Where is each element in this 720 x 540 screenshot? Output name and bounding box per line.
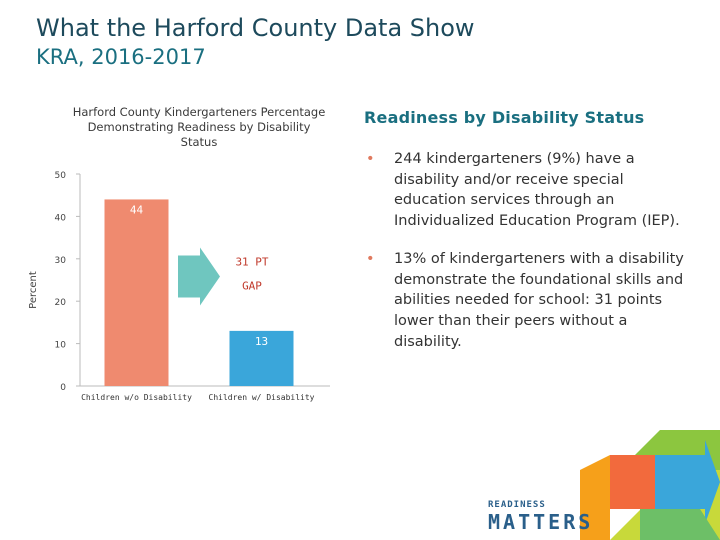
chart-title: Harford County Kindergarteners Percentag… <box>72 105 326 149</box>
chart-bars <box>104 199 294 386</box>
bullet-marker: • <box>366 151 375 167</box>
y-tick-label: 10 <box>55 341 67 351</box>
slide-subtitle: KRA, 2016-2017 <box>36 44 206 69</box>
bullet-item: • 13% of kindergarteners with a disabili… <box>360 249 690 352</box>
logo-shape <box>640 509 720 540</box>
panel-heading: Readiness by Disability Status <box>364 108 645 127</box>
logo-line-matters: MATTERS <box>488 510 594 534</box>
data-label: 13 <box>255 335 268 348</box>
slide-title: What the Harford County Data Show <box>36 14 475 42</box>
logo-wordmark: READINESS MATTERS <box>488 500 593 534</box>
y-tick-label: 20 <box>55 298 67 308</box>
data-label: 44 <box>130 203 144 216</box>
readiness-panel: Readiness by Disability Status • 244 kin… <box>360 108 690 370</box>
slide-title-block: What the Harford County Data Show KRA, 2… <box>36 14 475 70</box>
x-tick-label: Children w/o Disability <box>81 393 192 402</box>
gap-annotation: 31 PT GAP <box>178 247 269 306</box>
bullet-text: 13% of kindergarteners with a disability… <box>394 251 684 350</box>
chart-labels: 44 Children w/o Disability 13 Children w/ D… <box>81 203 315 402</box>
bullet-text: 244 kindergarteners (9%) have a disabili… <box>394 151 680 229</box>
gap-label: GAP <box>242 279 262 292</box>
gap-label: 31 PT <box>235 255 268 268</box>
y-tick-label: 30 <box>55 256 67 266</box>
x-tick-label: Children w/ Disability <box>209 393 315 402</box>
logo-shape <box>610 455 655 509</box>
bullet-item: • 244 kindergarteners (9%) have a disabi… <box>360 149 690 231</box>
logo-shape <box>580 455 610 540</box>
bar <box>104 199 169 386</box>
bar-chart: 0 10 20 30 40 50 Percent 44 Children w/o Disabi… <box>28 171 330 402</box>
bar <box>229 330 294 386</box>
logo-line-readiness: READINESS <box>488 500 546 510</box>
y-axis-label: Percent <box>28 271 39 309</box>
y-tick-label: 0 <box>60 383 66 393</box>
y-tick-label: 40 <box>55 213 67 223</box>
gap-arrow <box>178 247 220 306</box>
logo-shape <box>655 440 720 524</box>
bullet-marker: • <box>366 251 375 268</box>
y-tick-label: 50 <box>55 171 67 181</box>
